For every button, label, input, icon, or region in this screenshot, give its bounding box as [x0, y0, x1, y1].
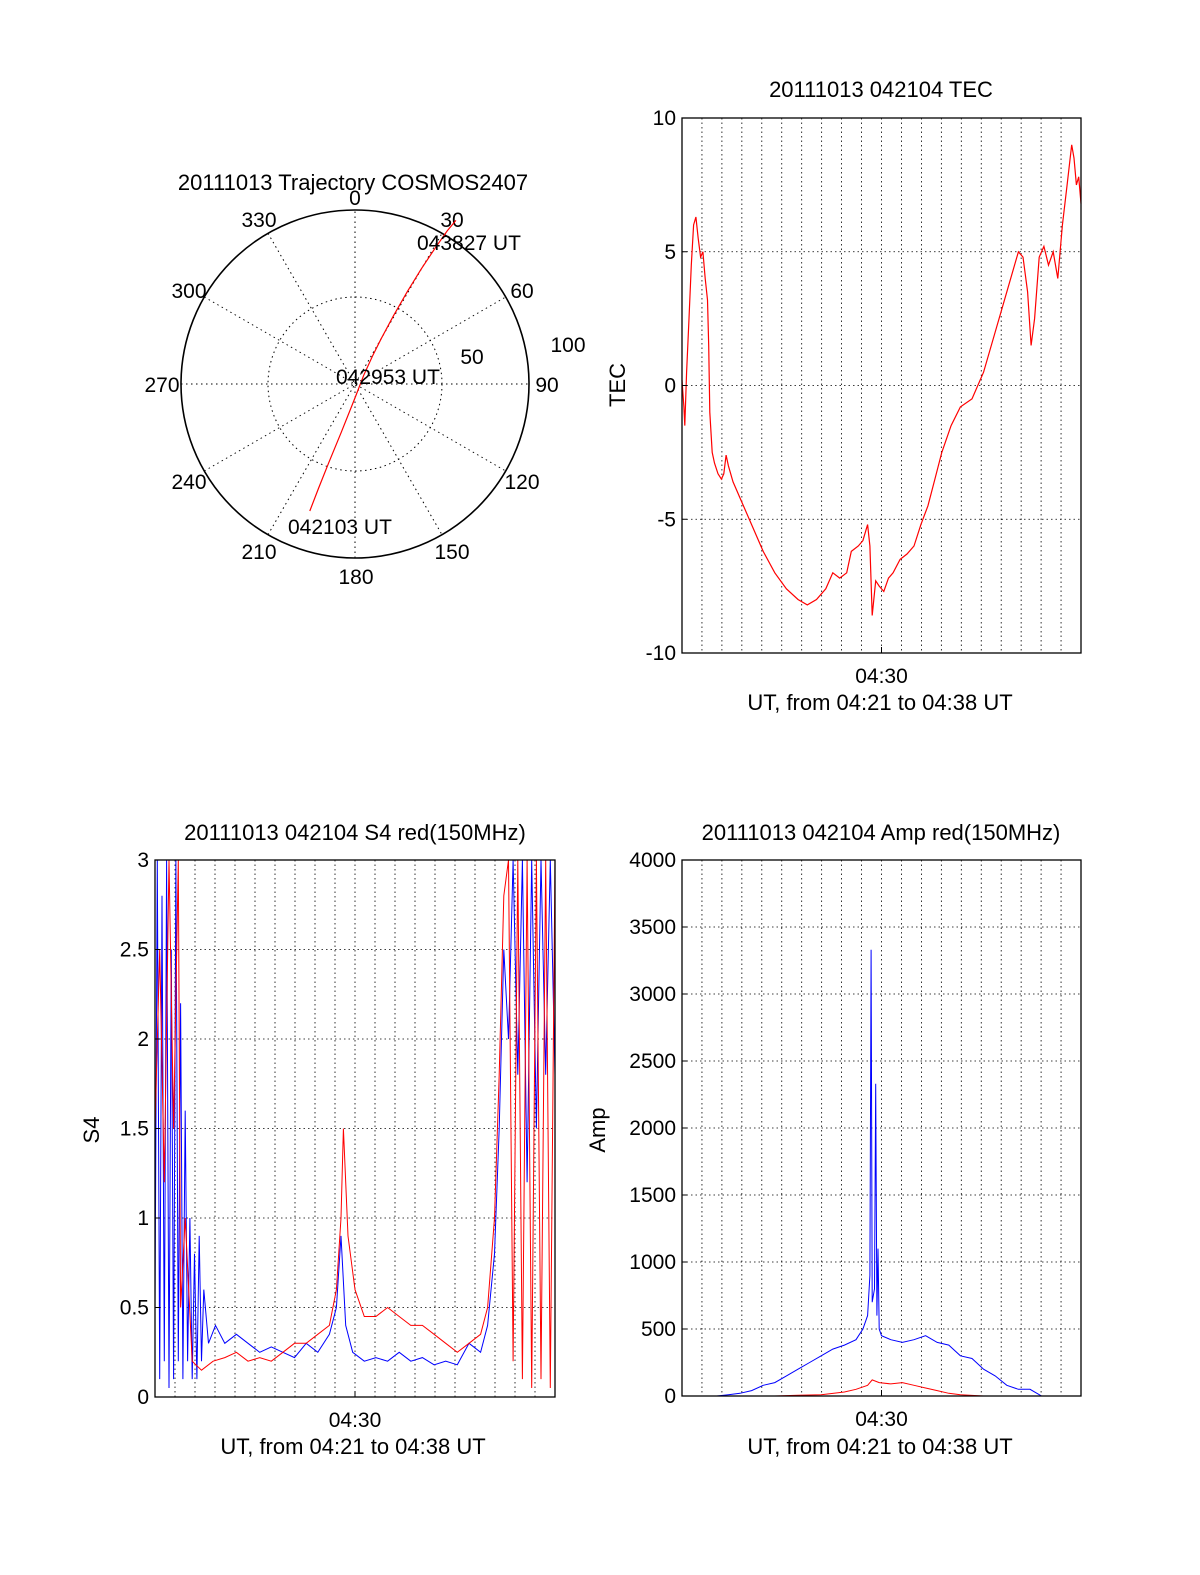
- amp-ytick-label: 1500: [629, 1184, 676, 1207]
- amp-ytick-label: 0: [664, 1385, 676, 1408]
- amp-title: 20111013 042104 Amp red(150MHz): [702, 820, 1061, 845]
- amp-series-red: [682, 1379, 1081, 1397]
- s4-title: 20111013 042104 S4 red(150MHz): [184, 820, 526, 845]
- polar-angle-120: 120: [504, 471, 539, 494]
- amp-ytick-label: 3500: [629, 916, 676, 939]
- s4-ytick-label: 2.5: [120, 939, 149, 962]
- s4-ytick-label: 1: [137, 1207, 149, 1230]
- amp-ytick-label: 1000: [629, 1251, 676, 1274]
- polar-angle-30: 30: [440, 209, 463, 232]
- tec-ytick-label: -10: [646, 642, 676, 665]
- tec-x-ticks: 04:30: [855, 647, 908, 688]
- s4-y-ticks: 0 0.5 1 1.5 2 2.5 3: [120, 849, 160, 1409]
- polar-spoke: [267, 233, 443, 535]
- polar-angle-210: 210: [241, 541, 276, 564]
- amp-y-label: Amp: [585, 1107, 610, 1152]
- polar-annotation-end: 043827 UT: [417, 232, 521, 255]
- s4-x-label: UT, from 04:21 to 04:38 UT: [220, 1434, 485, 1459]
- polar-radial-100: 100: [550, 334, 585, 357]
- amp-xtick-label: 04:30: [855, 1408, 908, 1431]
- tec-grid: [682, 118, 1081, 653]
- s4-y-label: S4: [79, 1117, 104, 1144]
- polar-angle-180: 180: [338, 566, 373, 589]
- polar-angle-150: 150: [434, 541, 469, 564]
- s4-panel: 20111013 042104 S4 red(150MHz) 0 0.5 1 1.5 2…: [79, 820, 556, 1459]
- amp-ytick-label: 2500: [629, 1050, 676, 1073]
- polar-angle-330: 330: [241, 209, 276, 232]
- polar-spoke: [204, 296, 506, 472]
- tec-title: 20111013 042104 TEC: [769, 77, 993, 102]
- polar-title: 20111013 Trajectory COSMOS2407: [178, 170, 528, 195]
- polar-annotation-mid: 042953 UT: [336, 366, 440, 389]
- polar-trajectory-line: [309, 220, 457, 512]
- s4-xtick-label: 04:30: [329, 1409, 382, 1432]
- amp-grid: [682, 860, 1081, 1396]
- tec-axes-frame: [681, 117, 1082, 654]
- tec-x-label: UT, from 04:21 to 04:38 UT: [747, 690, 1012, 715]
- amp-ytick-label: 500: [641, 1318, 676, 1341]
- polar-spoke: [267, 233, 443, 535]
- tec-panel: 20111013 042104 TEC -10 -5 0 5 10 04:30 UT, …: [605, 77, 1082, 715]
- s4-axes-frame: [154, 859, 556, 1398]
- amp-ytick-label: 4000: [629, 849, 676, 872]
- s4-ytick-label: 0: [137, 1386, 149, 1409]
- tec-ytick-label: -5: [657, 508, 676, 531]
- s4-series-red: [154, 859, 556, 1389]
- tec-y-label: TEC: [605, 363, 630, 407]
- s4-series-blue: [154, 859, 556, 1389]
- amp-ytick-label: 2000: [629, 1117, 676, 1140]
- s4-x-ticks: 04:30: [329, 1391, 382, 1432]
- s4-grid: [155, 860, 555, 1397]
- polar-angle-300: 300: [171, 280, 206, 303]
- polar-grid: [181, 210, 529, 558]
- amp-series-blue: [682, 949, 1081, 1397]
- tec-xtick-label: 04:30: [855, 665, 908, 688]
- polar-trajectory-panel: 20111013 Trajectory COSMOS2407 0 30 60 9…: [144, 170, 585, 589]
- amp-panel: 20111013 042104 Amp red(150MHz) 0 500 1000…: [585, 820, 1082, 1459]
- polar-annotation-start: 042103 UT: [288, 516, 392, 539]
- polar-angle-90: 90: [535, 374, 558, 397]
- tec-y-ticks: -10 -5 0 5 10: [646, 107, 687, 665]
- amp-x-ticks: 04:30: [855, 1390, 908, 1431]
- polar-angle-240: 240: [171, 471, 206, 494]
- amp-axes-frame: [681, 859, 1082, 1397]
- amp-ytick-label: 3000: [629, 983, 676, 1006]
- tec-ytick-label: 0: [664, 375, 676, 398]
- s4-ytick-label: 1.5: [120, 1118, 149, 1141]
- amp-x-label: UT, from 04:21 to 04:38 UT: [747, 1434, 1012, 1459]
- tec-ytick-label: 10: [653, 107, 676, 130]
- polar-outer-circle: [180, 209, 530, 559]
- s4-ytick-label: 3: [137, 849, 149, 872]
- polar-angle-270: 270: [144, 374, 179, 397]
- tec-series-line: [681, 144, 1082, 616]
- amp-y-ticks: 0 500 1000 1500 2000 2500 3000 3500 4000: [629, 849, 687, 1408]
- s4-ytick-label: 0.5: [120, 1297, 149, 1320]
- s4-ytick-label: 2: [137, 1028, 149, 1051]
- polar-angle-0: 0: [349, 187, 361, 210]
- polar-spoke: [204, 296, 506, 472]
- polar-radial-50: 50: [460, 346, 483, 369]
- tec-ytick-label: 5: [664, 241, 676, 264]
- polar-angle-60: 60: [510, 280, 533, 303]
